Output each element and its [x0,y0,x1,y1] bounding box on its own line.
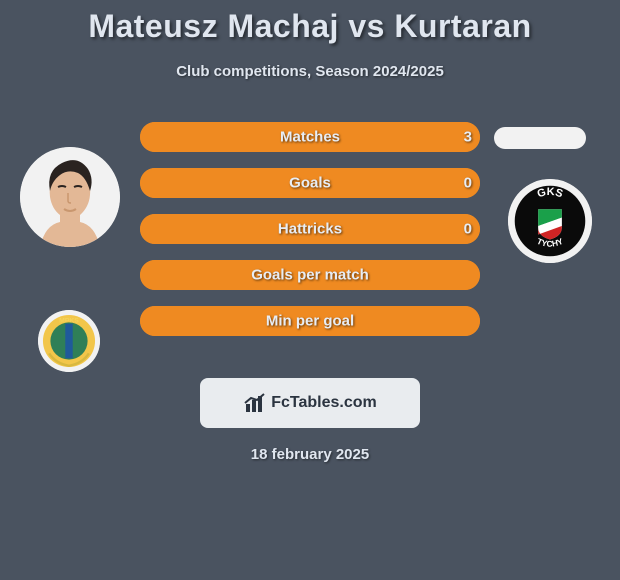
club-badge-right-icon: GKS TYCHY [508,179,592,263]
stat-bar-row: Goals0 [140,168,480,198]
stat-bar-row: Matches3 [140,122,480,152]
stat-bars: Matches3Goals0Hattricks0Goals per matchM… [140,122,480,352]
player-face-icon [20,147,120,247]
stat-bar-label: Hattricks [140,221,480,238]
stat-bar-row: Hattricks0 [140,214,480,244]
snapshot-date: 18 february 2025 [0,446,620,463]
fctables-badge: FcTables.com [200,378,420,428]
stat-bar-row: Goals per match [140,260,480,290]
player-right-club-badge: GKS TYCHY [508,179,592,263]
stat-bar-value: 0 [464,221,472,238]
stat-bar-label: Goals [140,175,480,192]
stat-bar-value: 0 [464,175,472,192]
fctables-text: FcTables.com [271,394,377,412]
comparison-subtitle: Club competitions, Season 2024/2025 [0,63,620,80]
player-left-club-badge: MPKS [38,310,100,372]
stat-bar-label: Goals per match [140,267,480,284]
player-left-avatar [20,147,120,247]
player-right-avatar-pill [494,127,586,149]
stat-bar-value: 3 [464,129,472,146]
comparison-title: Mateusz Machaj vs Kurtaran [0,0,620,45]
stat-bar-label: Min per goal [140,313,480,330]
stat-bar-label: Matches [140,129,480,146]
svg-text:MPKS: MPKS [59,317,79,324]
bar-chart-icon [243,391,267,415]
stat-bar-row: Min per goal [140,306,480,336]
club-badge-left-icon: MPKS [38,310,100,372]
